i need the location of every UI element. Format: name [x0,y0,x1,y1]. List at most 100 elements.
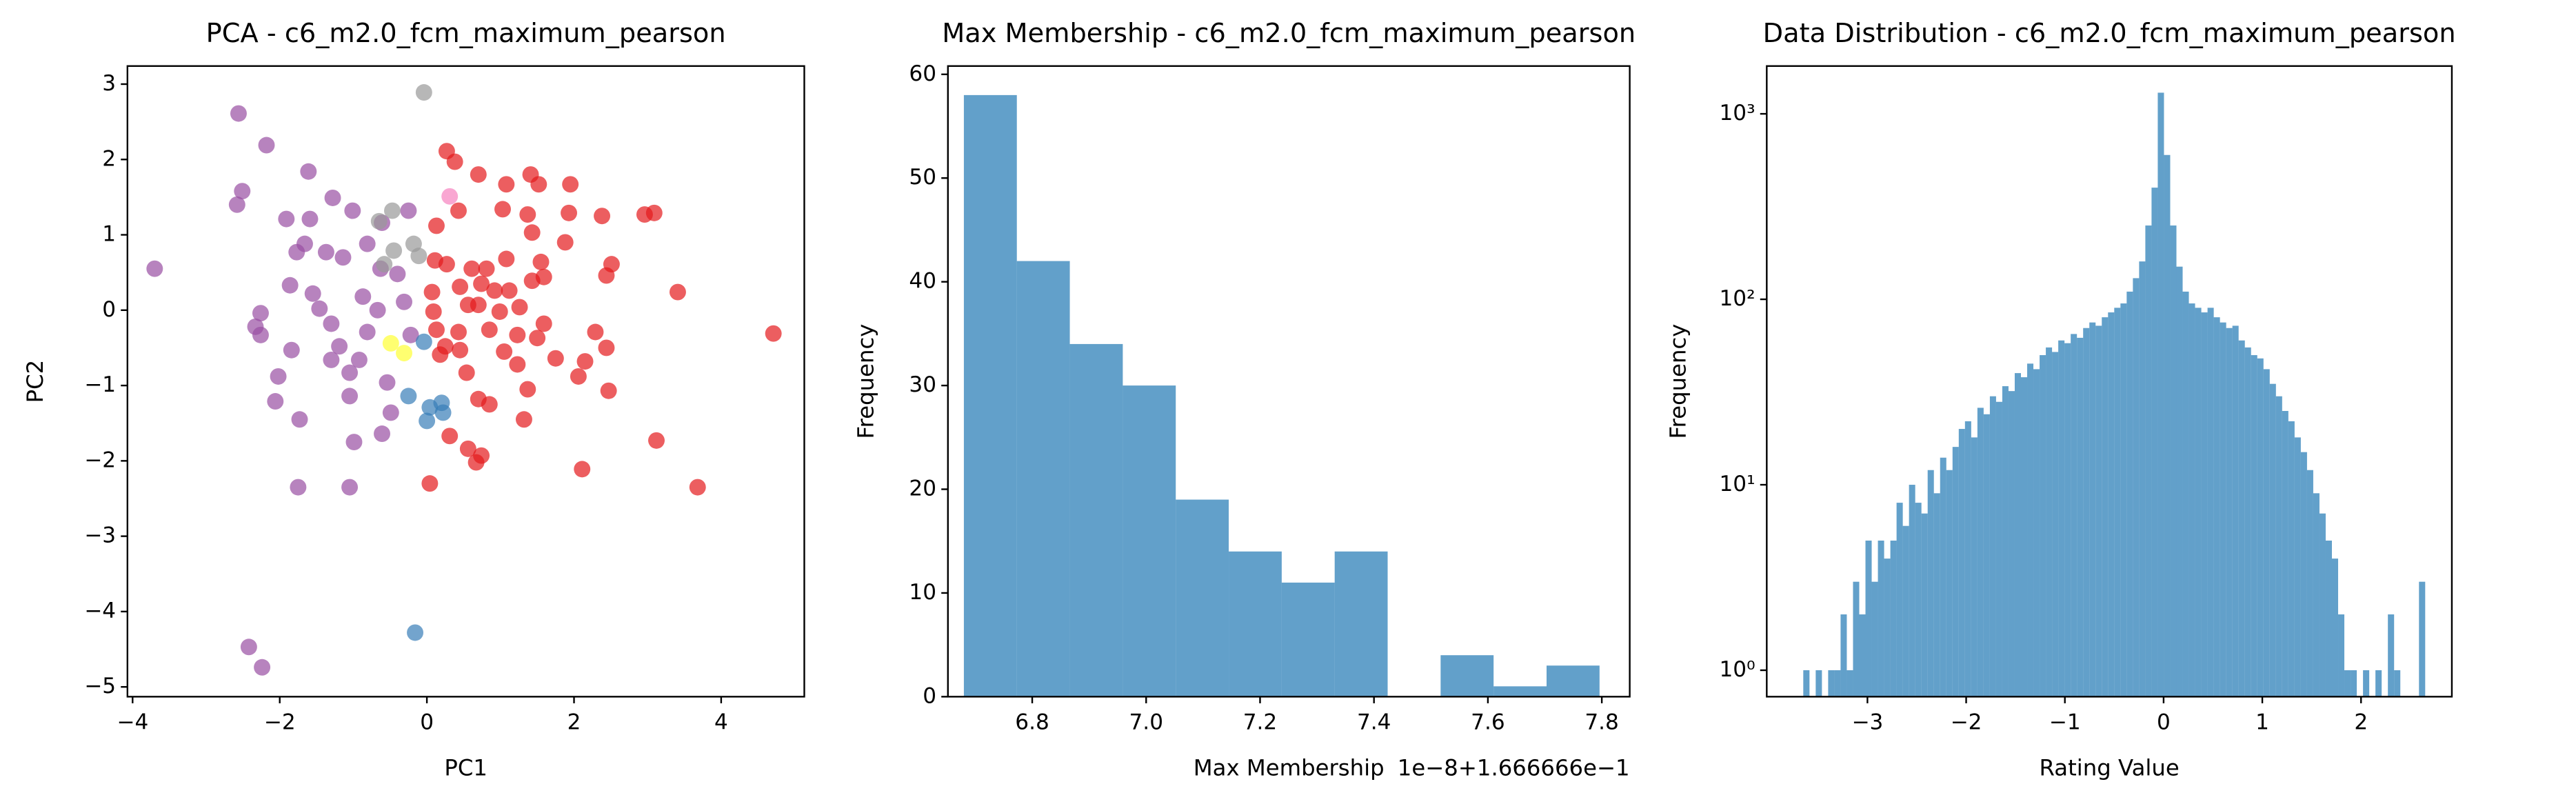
scatter-point [519,381,536,398]
scatter-point [498,176,515,193]
histogram-bar [2394,670,2401,697]
x-tick-label: 7.8 [1584,710,1618,735]
histogram-bar [2133,278,2140,697]
histogram-bar [1440,655,1494,697]
scatter-point [396,293,413,310]
x-tick-label: −1 [2049,710,2081,735]
y-tick-label: 10² [1720,286,1755,311]
scatter-point [498,250,515,268]
scatter-point [291,411,308,428]
scatter-point [486,282,503,299]
histogram-bar [2313,493,2320,697]
histogram-bar [2275,396,2282,697]
histogram-bar [1547,665,1600,697]
x-tick-label: 1 [2255,710,2269,735]
scatter-point [535,268,552,285]
scatter-point [561,204,578,221]
scatter-point [254,659,271,676]
scatter-point [669,283,686,301]
histogram-bar [2388,614,2395,697]
scatter-point [423,283,441,301]
histogram-bar [2064,343,2071,697]
histogram-bar [1176,499,1229,697]
histogram-bar [2058,340,2065,697]
x-tick-label: 7.2 [1243,710,1277,735]
scatter-point [598,267,615,284]
x-tick-label: −3 [1851,710,1883,735]
histogram-bar [1803,670,1810,697]
scatter-point [288,243,305,261]
scatter-point [600,382,617,399]
y-tick-label: 10¹ [1720,472,1755,496]
x-tick-label: 6.8 [1015,710,1049,735]
scatter-point [402,326,419,343]
scatter-point [645,204,663,221]
histogram-bar [1229,551,1282,697]
histogram-bar [1977,408,1984,697]
histogram-bar [2120,303,2127,697]
scatter-point [450,323,467,341]
histogram-bar [2102,317,2109,697]
histogram-bar [2300,452,2307,697]
histogram-bar [2176,266,2183,697]
histogram-bar [2027,363,2034,697]
scatter-point [317,243,334,261]
scatter-point [354,288,372,305]
scatter-point [344,202,361,219]
scatter-point [428,321,445,339]
scatter-point [509,356,526,373]
histogram-bar [1815,670,1822,697]
scatter-point [382,334,399,352]
scatter-point [547,350,564,367]
scatter-point [419,412,436,430]
scatter-point [379,374,396,391]
y-axis-label: Frequency [1664,324,1691,439]
scatter-point [535,315,552,332]
histogram-bar [1946,470,1953,697]
scatter-point [258,137,275,154]
scatter-point [556,234,574,251]
x-tick-label: 2 [567,710,581,735]
scatter-point [278,210,295,228]
histogram-bar [2164,154,2171,697]
scatter-point [331,338,348,355]
scatter-point [400,388,417,405]
histogram-bar [1493,686,1547,697]
histogram-bar [2151,188,2158,697]
histogram-bar [1927,470,1934,697]
histogram-bar [1921,513,1928,697]
histogram-bar [1859,614,1866,697]
scatter-point [407,624,424,641]
scatter-point [648,432,665,449]
y-tick-label: 20 [909,476,936,501]
x-tick-label: −2 [1951,710,1982,735]
y-tick-label: 0 [102,297,116,322]
histogram-bar [2040,355,2046,697]
scatter-point [562,176,579,193]
histogram-bar [1865,540,1872,697]
histogram-bar [2207,308,2214,697]
histogram-bar [1915,503,1922,697]
scatter-point [459,440,476,457]
scatter-point [382,404,399,421]
histogram-bar [1896,503,1903,697]
histogram-bar [2021,377,2028,697]
scatter-point [311,300,328,317]
scatter-point [383,202,401,219]
scatter-point [452,341,469,359]
scatter-point [323,315,340,332]
histogram-bar [2294,437,2301,697]
histogram-bar [1971,437,1978,697]
y-tick-label: −5 [84,674,116,699]
x-tick-label: 7.0 [1129,710,1163,735]
histogram-bar [2375,670,2382,697]
scatter-point [267,393,284,410]
histogram-bar [2014,373,2022,697]
histogram-bar [1940,457,1946,697]
histogram-bar [1069,343,1123,697]
histogram-bar [2108,312,2115,697]
histogram-bar [1847,670,1853,697]
scatter-point [324,190,341,206]
scatter-point [240,639,257,656]
x-tick-label: 4 [714,710,728,735]
